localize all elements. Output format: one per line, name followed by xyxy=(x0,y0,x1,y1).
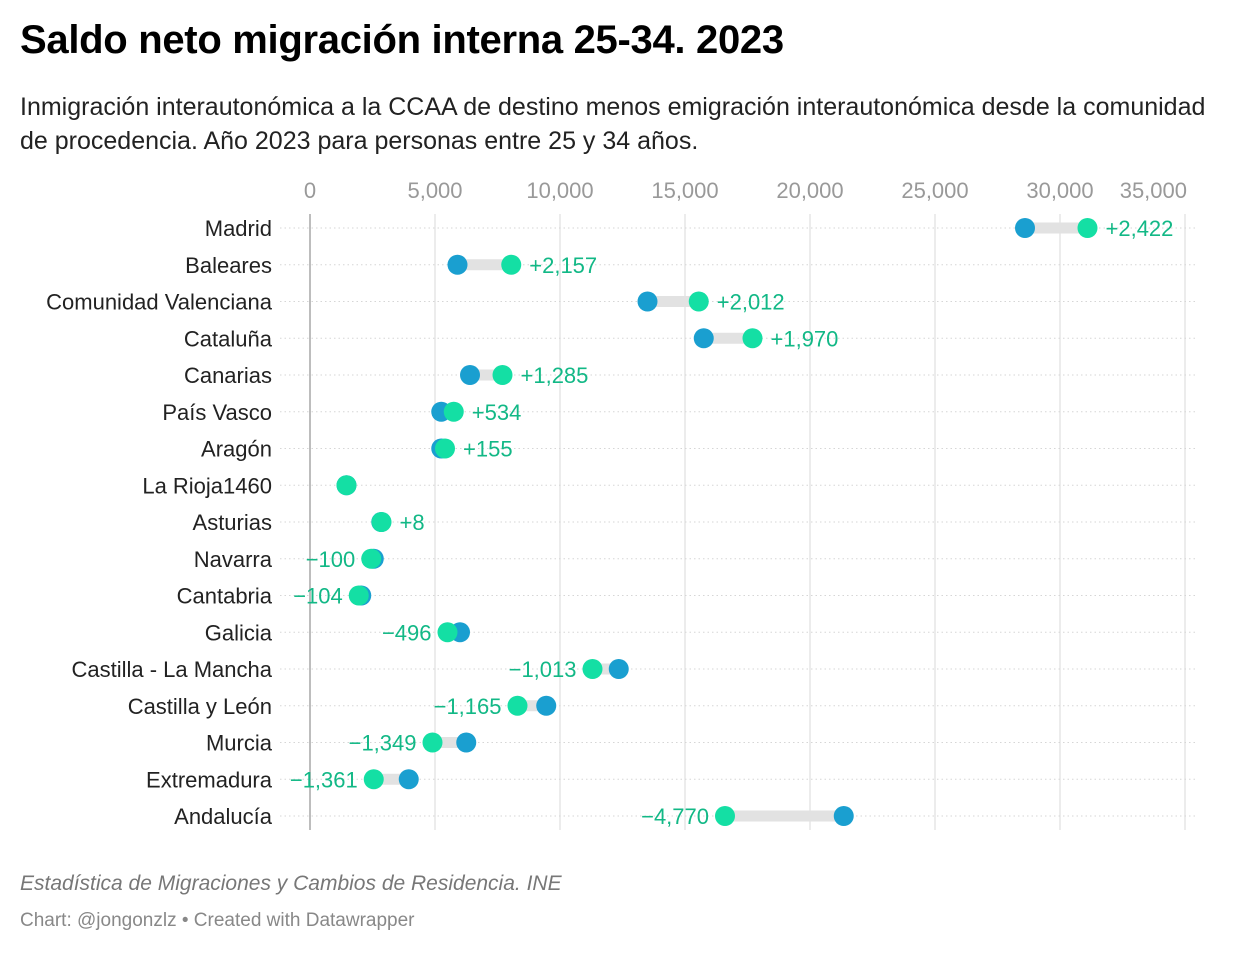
emigracion-dot xyxy=(1015,218,1035,238)
row-17: Andalucía −4,770 xyxy=(174,804,1195,829)
rows-layer: Madrid +2,422 Baleares +2,157 Comunidad Vale… xyxy=(46,216,1195,829)
difference-label: +2,157 xyxy=(529,253,597,278)
difference-label: −1,013 xyxy=(509,657,577,682)
row-9: Asturias +8 xyxy=(193,510,1195,535)
row-8: La Rioja1460 xyxy=(142,473,1195,498)
category-label: Castilla - La Mancha xyxy=(71,657,272,682)
difference-label: −100 xyxy=(306,547,356,572)
category-label: Cantabria xyxy=(177,584,273,609)
emigracion-dot xyxy=(536,695,557,716)
category-label: Extremadura xyxy=(146,767,273,792)
inmigracion-dot xyxy=(437,622,458,643)
inmigracion-dot xyxy=(492,365,513,385)
difference-label: −496 xyxy=(382,620,432,645)
inmigracion-dot xyxy=(715,806,735,826)
x-tick-label: 10,000 xyxy=(526,178,593,203)
category-label: Castilla y León xyxy=(128,694,272,719)
x-tick-label: 30,000 xyxy=(1026,178,1093,203)
emigracion-dot xyxy=(608,659,629,679)
row-3: Comunidad Valenciana +2,012 xyxy=(46,290,1195,315)
emigracion-dot xyxy=(398,769,419,790)
category-label: Cataluña xyxy=(184,326,273,351)
row-7: Aragón +155 xyxy=(201,437,1195,462)
difference-label: +155 xyxy=(463,437,513,462)
inmigracion-dot xyxy=(371,512,392,532)
x-tick-label: 25,000 xyxy=(901,178,968,203)
chart-title: Saldo neto migración interna 25-34. 2023 xyxy=(20,18,784,62)
row-2: Baleares +2,157 xyxy=(185,253,1195,278)
difference-label: +2,422 xyxy=(1106,216,1174,241)
emigracion-dot xyxy=(833,806,854,826)
inmigracion-dot xyxy=(422,732,443,753)
row-11: Cantabria −104 xyxy=(177,584,1195,609)
row-1: Madrid +2,422 xyxy=(205,216,1195,241)
category-label: Aragón xyxy=(201,437,272,462)
category-label: Asturias xyxy=(193,510,272,535)
row-13: Castilla - La Mancha −1,013 xyxy=(71,657,1195,682)
inmigracion-dot xyxy=(336,475,357,496)
row-16: Extremadura −1,361 xyxy=(146,767,1195,792)
difference-label: −1,349 xyxy=(349,731,417,756)
row-15: Murcia −1,349 xyxy=(206,731,1195,756)
x-tick-label: 0 xyxy=(304,178,316,203)
row-14: Castilla y León −1,165 xyxy=(128,694,1195,719)
x-tick-label: 20,000 xyxy=(776,178,843,203)
credit-note: Chart: @jongonzlz • Created with Datawra… xyxy=(20,910,415,931)
inmigracion-dot xyxy=(507,695,528,716)
difference-label: −104 xyxy=(293,584,343,609)
difference-label: −4,770 xyxy=(641,804,709,829)
inmigracion-dot xyxy=(361,548,382,569)
inmigracion-dot xyxy=(1077,218,1098,238)
difference-label: −1,361 xyxy=(290,767,358,792)
emigracion-dot xyxy=(460,365,480,385)
row-12: Galicia −496 xyxy=(205,620,1195,645)
emigracion-dot xyxy=(447,254,468,275)
difference-label: +1,970 xyxy=(771,326,839,351)
category-label: Baleares xyxy=(185,253,272,278)
category-label: Navarra xyxy=(194,547,273,572)
category-label: Galicia xyxy=(205,620,273,645)
chart-subtitle: Inmigración interautonómica a la CCAA de… xyxy=(20,93,1206,155)
inmigracion-dot xyxy=(348,585,369,606)
row-5: Canarias +1,285 xyxy=(184,363,1195,388)
inmigracion-dot xyxy=(582,659,603,679)
category-label: Murcia xyxy=(206,731,273,756)
inmigracion-dot xyxy=(742,328,763,349)
inmigracion-dot xyxy=(501,254,522,275)
difference-label: +534 xyxy=(472,400,522,425)
difference-label: +1,285 xyxy=(521,363,589,388)
x-tick-label: 15,000 xyxy=(651,178,718,203)
x-axis-ticks: 0 5,000 10,000 15,000 20,000 25,000 30,000 35,0… xyxy=(304,178,1187,203)
source-note: Estadística de Migraciones y Cambios de … xyxy=(20,872,562,895)
x-tick-label: 35,000 xyxy=(1120,178,1187,203)
category-label: País Vasco xyxy=(162,400,272,425)
difference-label: +8 xyxy=(400,510,425,535)
category-label: Andalucía xyxy=(174,804,273,829)
inmigracion-dot xyxy=(363,769,384,790)
category-label: Canarias xyxy=(184,363,272,388)
category-label: Comunidad Valenciana xyxy=(46,290,273,315)
difference-label: −1,165 xyxy=(434,694,502,719)
category-label: Madrid xyxy=(205,216,272,241)
inmigracion-dot xyxy=(688,291,709,312)
row-6: País Vasco +534 xyxy=(162,400,1195,425)
difference-label: +2,012 xyxy=(717,290,785,315)
grid-layer xyxy=(309,214,1186,830)
x-tick-label: 5,000 xyxy=(407,178,462,203)
category-label: La Rioja1460 xyxy=(142,473,272,498)
inmigracion-dot xyxy=(435,438,455,459)
emigracion-dot xyxy=(637,291,658,312)
emigracion-dot xyxy=(693,328,714,349)
row-10: Navarra −100 xyxy=(194,547,1195,572)
row-4: Cataluña +1,970 xyxy=(184,326,1195,351)
emigracion-dot xyxy=(456,732,477,753)
inmigracion-dot xyxy=(443,401,464,422)
dot-range-chart: 0 5,000 10,000 15,000 20,000 25,000 30,000 35,0… xyxy=(46,178,1195,830)
